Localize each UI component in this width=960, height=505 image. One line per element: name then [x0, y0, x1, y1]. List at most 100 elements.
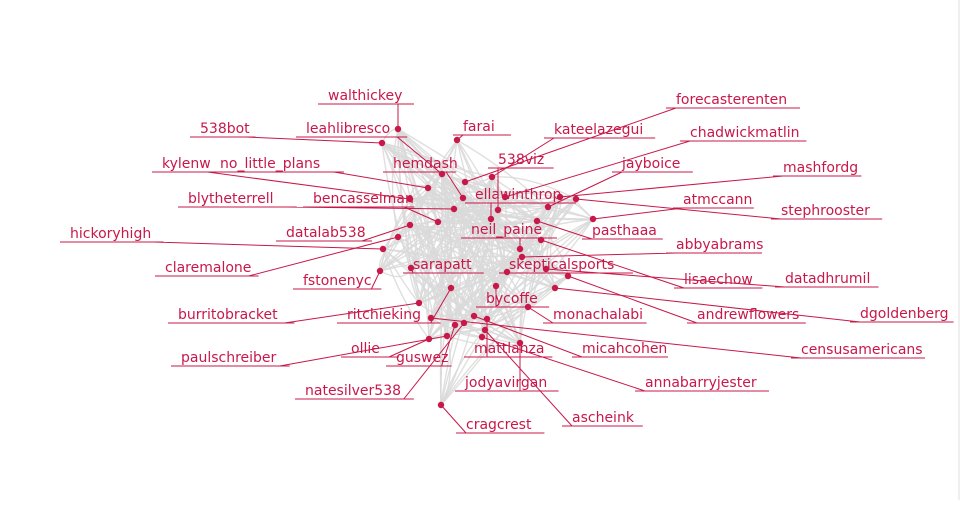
node-ascheink[interactable] [481, 326, 489, 334]
node-cragcrest[interactable] [437, 401, 445, 409]
leader-line [575, 198, 883, 220]
leader-line [295, 322, 465, 400]
node-bencasselman[interactable] [434, 218, 442, 226]
node-label-kateelazegui: kateelazegui [554, 122, 643, 138]
node-leahlibresco[interactable] [438, 170, 446, 178]
graph-edge [463, 196, 561, 324]
node-forecasterenten[interactable] [461, 178, 469, 186]
node-lisaechow[interactable] [537, 236, 545, 244]
graph-edge [381, 142, 521, 344]
graph-edge [506, 206, 549, 273]
node-bycoffe[interactable] [492, 282, 500, 290]
node-walthickey[interactable] [394, 125, 402, 133]
graph-edge [446, 335, 521, 347]
node-sarapatt[interactable] [407, 264, 415, 272]
node-pasthaaa[interactable] [533, 217, 541, 225]
node-atmccann[interactable] [589, 215, 597, 223]
node-dgoldenberg[interactable] [551, 284, 559, 292]
node-neil_paine[interactable] [516, 245, 524, 253]
node-abbyabrams[interactable] [518, 253, 526, 261]
node-chadwickmatlin[interactable] [501, 193, 509, 201]
node-guswez[interactable] [451, 321, 459, 329]
graph-edge [397, 236, 475, 317]
graph-edge [379, 221, 439, 272]
node-annabarryjester[interactable] [478, 333, 486, 341]
node-label-bycoffe: bycoffe [486, 291, 538, 307]
node-jayboice[interactable] [544, 203, 552, 211]
node-blytheterrell[interactable] [450, 205, 458, 213]
node-538bot[interactable] [378, 139, 386, 147]
leader-line [464, 107, 800, 183]
node-hickoryhigh[interactable] [379, 245, 387, 253]
node-label-dgoldenberg: dgoldenberg [860, 306, 949, 322]
leader-line [540, 239, 763, 289]
node-paulschreiber[interactable] [443, 332, 451, 340]
node-micahcohen[interactable] [470, 312, 478, 320]
node-fstonenyc[interactable] [376, 267, 384, 275]
leader-line [155, 236, 399, 277]
node-kylenw[interactable] [406, 195, 414, 203]
graph-edge [441, 173, 521, 344]
node-label-natesilver538: natesilver538 [305, 383, 401, 399]
graph-edge [463, 322, 521, 344]
node-label-stephrooster: stephrooster [781, 203, 870, 219]
leader-line [296, 136, 443, 175]
leader-line [491, 137, 656, 178]
leader-line [171, 335, 448, 367]
leader-line [440, 404, 545, 434]
graph-edge [430, 317, 483, 338]
node-label-datadhrumil: datadhrumil [785, 271, 870, 287]
node-label-walthickey: walthickey [328, 88, 402, 104]
node-burritobracket[interactable] [415, 299, 423, 307]
leader-line [386, 324, 456, 367]
node-label-mashfordg: mashfordg [783, 160, 858, 176]
right-border [958, 0, 960, 500]
node-hemdash[interactable] [459, 194, 467, 202]
labels-layer: walthickey farai forecasterenten 538bot leah… [70, 88, 949, 433]
node-ritchieking[interactable] [447, 284, 455, 292]
node-label-guswez: guswez [396, 350, 448, 366]
leader-line [554, 287, 954, 323]
graph-edge [491, 176, 577, 200]
node-label-atmccann: atmccann [683, 192, 752, 208]
node-andrewflowers[interactable] [564, 272, 572, 280]
node-label-lisaechow: lisaechow [684, 272, 753, 288]
node-datalab538[interactable] [406, 221, 414, 229]
leader-line [190, 136, 383, 144]
node-censusamericans[interactable] [427, 314, 435, 322]
graph-edge [409, 190, 561, 200]
node-datadhrumil[interactable] [542, 265, 550, 273]
node-mashfordg[interactable] [556, 193, 564, 201]
node-label-ellawinthrop: ellawinthrop [475, 187, 562, 203]
node-kateelazegui[interactable] [488, 173, 496, 181]
node-label-farai: farai [463, 119, 495, 135]
graph-edge [519, 239, 542, 344]
node-monachalabi[interactable] [524, 303, 532, 311]
node-skepticalsports[interactable] [503, 268, 511, 276]
node-label-paulschreiber: paulschreiber [181, 350, 277, 366]
node-label-fstonenyc: fstonenyc [303, 273, 372, 289]
leader-line [341, 338, 430, 358]
leader-lines-layer [60, 103, 954, 434]
node-ollie[interactable] [425, 335, 433, 343]
node-jodyavirgan[interactable] [516, 339, 524, 347]
node-538viz[interactable] [494, 206, 502, 214]
node-stephrooster[interactable] [572, 195, 580, 203]
graph-edge [427, 187, 452, 289]
node-label-538viz: 538viz [498, 152, 544, 168]
graph-edge [453, 205, 594, 220]
node-label-forecasterenten: forecasterenten [676, 92, 787, 108]
node-label-chadwickmatlin: chadwickmatlin [690, 125, 800, 141]
node-label-538bot: 538bot [200, 121, 250, 137]
leader-line [473, 315, 668, 358]
node-mattlanza[interactable] [483, 315, 491, 323]
node-natesilver538[interactable] [460, 319, 468, 327]
node-claremalone[interactable] [394, 233, 402, 241]
node-farai[interactable] [453, 136, 461, 144]
graph-edge [410, 208, 455, 269]
leader-line [293, 270, 382, 290]
graph-edge [409, 224, 529, 308]
node-ellawinthrop[interactable] [487, 215, 495, 223]
node-no_little_plans[interactable] [424, 184, 432, 192]
leader-line [276, 224, 411, 242]
